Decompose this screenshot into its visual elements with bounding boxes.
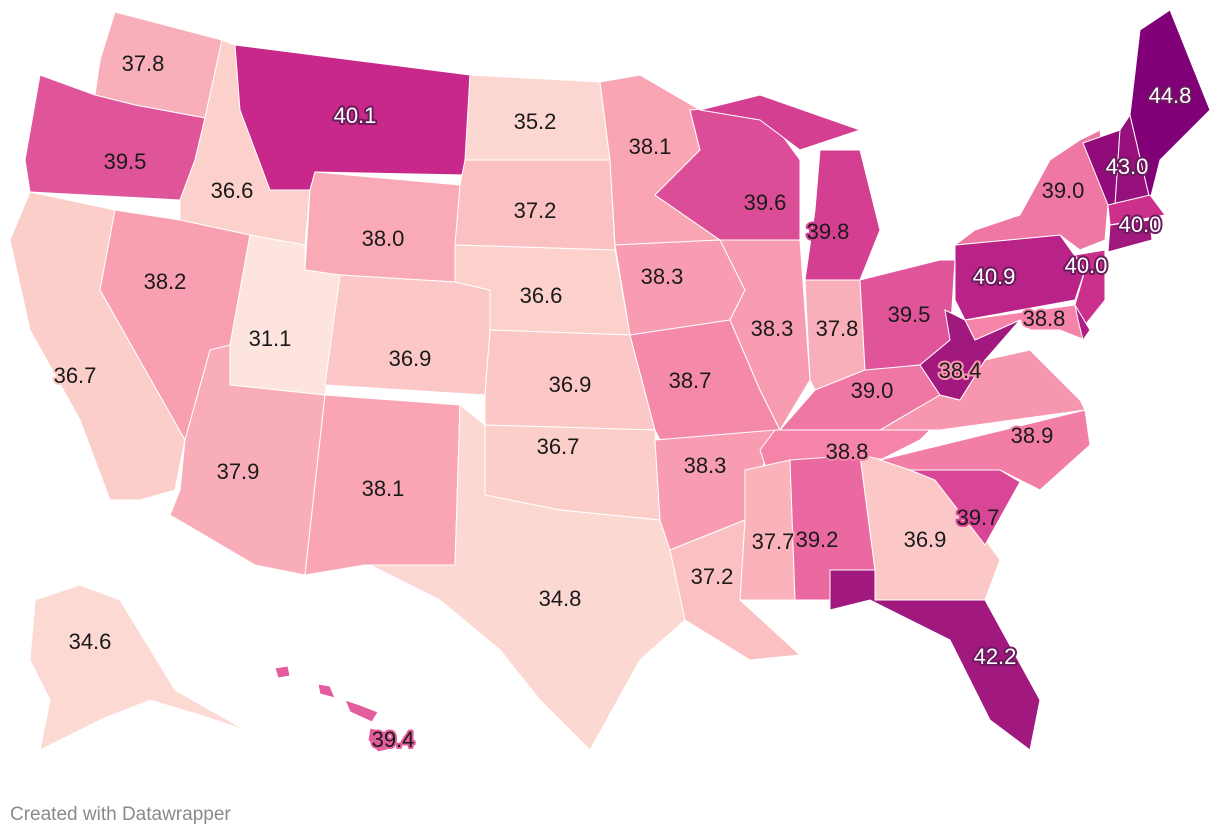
value-label: 38.3 <box>684 453 727 478</box>
state-shape[interactable] <box>1074 304 1091 342</box>
value-label: 40.1 <box>334 103 377 128</box>
value-label: 38.0 <box>362 226 405 251</box>
state-shape[interactable] <box>953 129 1109 251</box>
value-label: 44.8 <box>1149 83 1192 108</box>
value-label: 31.1 <box>249 326 292 351</box>
value-label: 36.9 <box>389 346 432 371</box>
value-label: 39.0 <box>851 378 894 403</box>
state-ma[interactable] <box>1107 194 1166 226</box>
value-label: 38.4 <box>939 358 982 383</box>
value-label: 40.0 <box>1119 212 1162 237</box>
state-il[interactable] <box>719 239 811 432</box>
value-label: 38.8 <box>1023 306 1066 331</box>
value-label: 38.1 <box>362 476 405 501</box>
value-label: 36.9 <box>904 527 947 552</box>
value-label: 39.7 <box>957 505 1000 530</box>
value-label: 36.6 <box>211 178 254 203</box>
state-shape[interactable] <box>367 727 396 753</box>
value-label: 36.9 <box>549 372 592 397</box>
state-ak[interactable] <box>29 584 246 751</box>
state-mi[interactable] <box>699 94 881 281</box>
value-label: 38.8 <box>826 439 869 464</box>
state-shape[interactable] <box>317 683 336 699</box>
value-label: 39.4 <box>372 727 415 752</box>
state-hi[interactable] <box>274 665 396 753</box>
value-label: 34.6 <box>69 629 112 654</box>
value-label: 39.2 <box>796 527 839 552</box>
choropleth-map: 37.8 39.5 36.7 36.6 38.2 40.1 38.0 31.1 36.9 37.9… <box>9 9 1211 754</box>
value-label: 38.1 <box>629 134 672 159</box>
state-shape[interactable] <box>369 403 686 751</box>
state-shape[interactable] <box>829 569 1041 751</box>
value-label: 43.0 <box>1106 154 1149 179</box>
value-label: 36.6 <box>520 283 563 308</box>
value-label: 37.2 <box>514 198 557 223</box>
state-shape[interactable] <box>274 665 291 679</box>
state-shape[interactable] <box>739 459 796 601</box>
value-label: 40.9 <box>973 264 1016 289</box>
state-shape[interactable] <box>344 699 379 723</box>
value-label: 38.3 <box>751 316 794 341</box>
value-label: 37.7 <box>752 529 795 554</box>
state-ct[interactable] <box>1107 219 1153 253</box>
value-label: 37.8 <box>816 316 859 341</box>
state-de[interactable] <box>1074 304 1091 342</box>
value-label: 39.0 <box>1042 178 1085 203</box>
credit-text: Created with Datawrapper <box>10 804 231 825</box>
value-label: 36.7 <box>54 363 97 388</box>
state-co[interactable] <box>324 274 491 396</box>
value-label: 38.2 <box>144 269 187 294</box>
state-shape[interactable] <box>1107 219 1153 253</box>
value-label: 37.2 <box>691 564 734 589</box>
state-ms[interactable] <box>739 459 796 601</box>
value-label: 39.8 <box>807 219 850 244</box>
state-shape[interactable] <box>699 94 862 151</box>
value-label: 37.9 <box>217 459 260 484</box>
value-label: 39.5 <box>888 302 931 327</box>
state-shape[interactable] <box>324 274 491 396</box>
state-shape[interactable] <box>719 239 811 432</box>
state-shape[interactable] <box>1107 194 1166 226</box>
value-label: 38.3 <box>641 264 684 289</box>
state-fl[interactable] <box>829 569 1041 751</box>
value-label: 40.0 <box>1065 253 1108 278</box>
value-label: 38.9 <box>1011 423 1054 448</box>
value-label: 39.5 <box>104 149 147 174</box>
state-ny[interactable] <box>953 129 1109 251</box>
state-shape[interactable] <box>804 149 881 281</box>
value-label: 42.2 <box>974 644 1017 669</box>
value-label: 38.7 <box>669 368 712 393</box>
value-label: 34.8 <box>539 586 582 611</box>
value-label: 35.2 <box>514 109 557 134</box>
value-label: 36.7 <box>537 434 580 459</box>
value-label: 37.8 <box>122 51 165 76</box>
state-tx[interactable] <box>369 403 686 751</box>
value-label: 39.6 <box>744 190 787 215</box>
state-shape[interactable] <box>29 584 246 751</box>
